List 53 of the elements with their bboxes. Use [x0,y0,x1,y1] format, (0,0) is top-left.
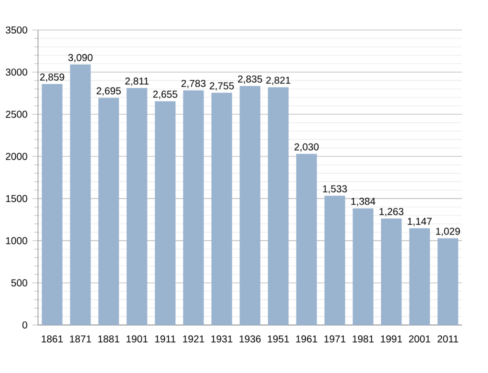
data-label: 2,835 [238,76,262,84]
data-label: 1,029 [436,228,460,236]
x-tick-label: 1861 [42,335,63,342]
data-label: 3,090 [68,54,93,62]
y-tick-label: 3000 [6,68,28,76]
data-label: 2,695 [96,87,121,96]
x-tick-label: 1936 [240,335,261,342]
data-label: 2,030 [294,143,319,152]
x-tick-label: 1871 [70,335,92,342]
x-tick-label: 1971 [324,335,346,342]
y-tick-label: 1500 [6,195,28,202]
bar [268,87,289,325]
data-label: 2,859 [40,73,64,82]
bar [98,98,120,325]
y-tick-label: 2000 [6,152,28,160]
x-tick-label: 1961 [296,335,318,342]
data-label: 1,263 [380,208,404,216]
bar [126,88,148,325]
bar [324,196,346,325]
x-tick-label: 1951 [268,335,289,342]
y-tick-label: 3500 [6,26,28,34]
x-tick-label: 1921 [183,335,204,342]
data-label: 2,655 [153,90,178,99]
bar [409,228,430,325]
bar [296,154,317,325]
bar [438,238,458,325]
data-label: 1,384 [351,198,376,206]
x-tick-label: 1991 [380,335,402,342]
x-tick-label: 1911 [155,335,176,342]
x-tick-label: 1931 [211,335,232,342]
bar [70,64,91,325]
y-tick-label: 0 [22,321,28,329]
y-tick-label: 2500 [6,110,28,118]
x-tick-label: 2011 [438,335,458,342]
bar [352,208,374,325]
bar [381,218,402,325]
data-label: 2,755 [210,82,234,91]
bar [154,101,176,325]
bar [240,86,260,325]
y-tick-label: 1000 [6,237,28,244]
bar [183,90,204,325]
bar [42,84,62,325]
x-tick-label: 2001 [408,335,430,342]
data-label: 2,821 [266,76,290,85]
data-label: 1,533 [323,185,347,194]
bar [211,92,232,325]
y-tick-label: 500 [11,279,28,286]
x-tick-label: 1881 [98,335,120,342]
x-tick-label: 1981 [352,335,374,342]
data-label: 2,783 [181,80,206,88]
data-label: 2,811 [125,78,149,86]
data-label: 1,147 [408,218,432,226]
x-tick-label: 1901 [126,335,148,342]
